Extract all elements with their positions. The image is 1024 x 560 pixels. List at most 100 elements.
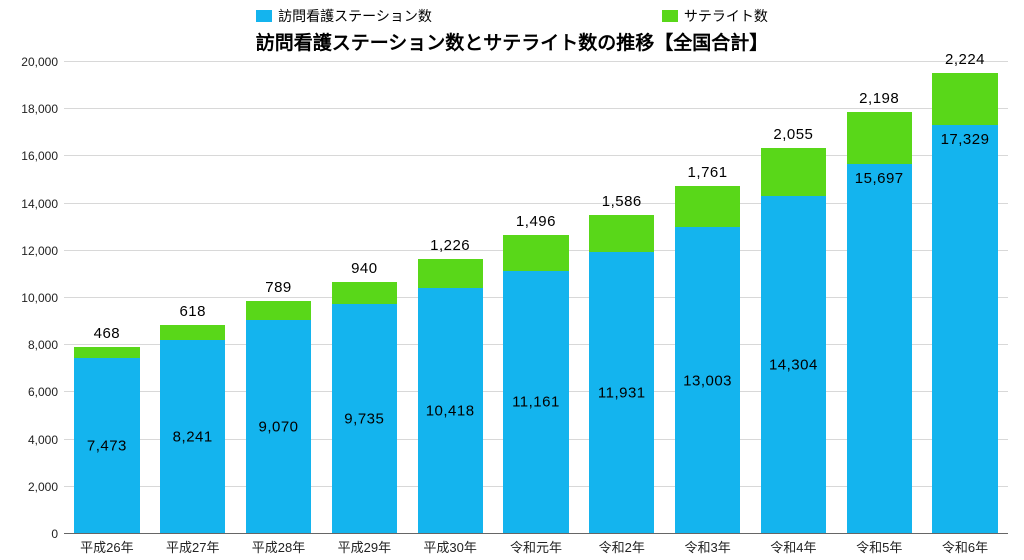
x-tick-label: 令和3年 — [665, 537, 751, 556]
bar-value-satellite: 1,226 — [430, 237, 470, 254]
bar-stack: 2,22417,329 — [932, 73, 997, 534]
bar-value-main: 15,697 — [855, 170, 904, 187]
bar-value-satellite: 1,496 — [516, 213, 556, 230]
x-tick-label: 令和4年 — [751, 537, 837, 556]
x-tick-label: 令和5年 — [836, 537, 922, 556]
bar-segment-satellite: 2,224 — [932, 73, 997, 125]
bar-value-main: 10,418 — [426, 403, 475, 420]
bar-stack: 618 8,241 — [160, 325, 225, 534]
bar-segment-main: 11,161 — [503, 271, 568, 534]
bar-stack: 468 7,473 — [74, 347, 139, 534]
bar-value-main: 14,304 — [769, 357, 818, 374]
legend: 訪問看護ステーション数 サテライト数 — [0, 6, 1024, 26]
x-tick-label: 平成28年 — [236, 537, 322, 556]
bar-value-main: 7,473 — [87, 437, 127, 454]
bar-slot: 1,496 11,161 — [493, 62, 579, 534]
bar-segment-main: 9,735 — [332, 304, 397, 534]
bar-value-main: 11,161 — [512, 394, 560, 411]
bar-segment-satellite: 468 — [74, 347, 139, 358]
bar-segment-main: 9,070 — [246, 320, 311, 534]
y-tick-label: 10,000 — [4, 291, 58, 305]
chart-title: 訪問看護ステーション数とサテライト数の推移【全国合計】 — [0, 28, 1024, 55]
bar-segment-satellite: 789 — [246, 301, 311, 320]
bar-segment-main: 17,329 — [932, 125, 997, 534]
x-tick-label: 令和2年 — [579, 537, 665, 556]
bar-slot: 940 9,735 — [321, 62, 407, 534]
y-axis: 02,0004,0006,0008,00010,00012,00014,0001… — [4, 62, 58, 534]
x-axis-labels: 平成26年平成27年平成28年平成29年平成30年令和元年令和2年令和3年令和4… — [64, 537, 1008, 556]
bar-stack: 2,055 14,304 — [761, 148, 826, 534]
bar-slot: 2,198 15,697 — [836, 62, 922, 534]
bar-stack: 1,226 10,418 — [418, 259, 483, 534]
bar-segment-satellite: 940 — [332, 282, 397, 304]
bar-segment-main: 15,697 — [847, 164, 912, 534]
bar-value-satellite: 468 — [94, 325, 121, 342]
bar-value-satellite: 2,055 — [773, 126, 813, 143]
y-tick-label: 0 — [4, 527, 58, 541]
y-tick-label: 18,000 — [4, 102, 58, 116]
bar-value-satellite: 1,586 — [602, 193, 642, 210]
bar-slot: 1,761 13,003 — [665, 62, 751, 534]
bar-slot: 1,586 11,931 — [579, 62, 665, 534]
bar-segment-satellite: 2,198 — [847, 112, 912, 164]
bar-value-satellite: 2,224 — [945, 51, 985, 68]
y-tick-label: 6,000 — [4, 385, 58, 399]
bar-segment-satellite: 1,586 — [589, 215, 654, 252]
bar-segment-satellite: 1,226 — [418, 259, 483, 288]
bar-segment-main: 13,003 — [675, 227, 740, 534]
chart-container: 訪問看護ステーション数 サテライト数 訪問看護ステーション数とサテライト数の推移… — [0, 0, 1024, 560]
y-tick-label: 4,000 — [4, 433, 58, 447]
bar-stack: 1,586 11,931 — [589, 215, 654, 534]
bar-segment-satellite: 618 — [160, 325, 225, 340]
y-tick-label: 8,000 — [4, 338, 58, 352]
bar-segment-main: 7,473 — [74, 358, 139, 534]
bar-value-satellite: 789 — [265, 279, 292, 296]
y-tick-label: 16,000 — [4, 149, 58, 163]
bar-segment-main: 11,931 — [589, 252, 654, 534]
legend-swatch-satellite — [662, 10, 678, 22]
x-tick-label: 平成30年 — [407, 537, 493, 556]
bar-stack: 1,496 11,161 — [503, 235, 568, 534]
x-axis-baseline — [64, 533, 1008, 534]
x-tick-label: 令和6年 — [922, 537, 1008, 556]
bar-value-main: 13,003 — [683, 372, 732, 389]
bar-value-main: 8,241 — [173, 428, 213, 445]
x-tick-label: 平成29年 — [321, 537, 407, 556]
bar-value-satellite: 940 — [351, 260, 378, 277]
legend-label-main: 訪問看護ステーション数 — [278, 6, 432, 26]
bar-slot: 2,22417,329 — [922, 62, 1008, 534]
bar-stack: 940 9,735 — [332, 282, 397, 534]
bar-segment-main: 14,304 — [761, 196, 826, 534]
legend-label-satellite: サテライト数 — [684, 6, 768, 26]
legend-item-main: 訪問看護ステーション数 — [256, 6, 432, 26]
bar-segment-satellite: 1,496 — [503, 235, 568, 270]
bar-stack: 1,761 13,003 — [675, 186, 740, 534]
bar-value-satellite: 2,198 — [859, 90, 899, 107]
x-tick-label: 平成27年 — [150, 537, 236, 556]
legend-item-satellite: サテライト数 — [662, 6, 768, 26]
bar-slot: 618 8,241 — [150, 62, 236, 534]
x-tick-label: 令和元年 — [493, 537, 579, 556]
bar-value-main: 11,931 — [598, 385, 646, 402]
bar-stack: 2,198 15,697 — [847, 112, 912, 534]
y-tick-label: 2,000 — [4, 480, 58, 494]
y-tick-label: 20,000 — [4, 55, 58, 69]
bar-value-main: 9,070 — [258, 418, 298, 435]
bar-value-satellite: 1,761 — [688, 164, 728, 181]
legend-swatch-main — [256, 10, 272, 22]
bar-segment-satellite: 2,055 — [761, 148, 826, 196]
bar-segment-main: 10,418 — [418, 288, 483, 534]
bars-group: 468 7,473 618 8,241 789 9,070 940 9,735 1,226 10,… — [64, 62, 1008, 534]
bar-segment-satellite: 1,761 — [675, 186, 740, 228]
y-tick-label: 12,000 — [4, 244, 58, 258]
bar-slot: 2,055 14,304 — [751, 62, 837, 534]
bar-value-main: 9,735 — [344, 411, 384, 428]
bar-slot: 468 7,473 — [64, 62, 150, 534]
bar-slot: 789 9,070 — [236, 62, 322, 534]
bar-slot: 1,226 10,418 — [407, 62, 493, 534]
bar-value-satellite: 618 — [179, 303, 206, 320]
bar-stack: 789 9,070 — [246, 301, 311, 534]
y-tick-label: 14,000 — [4, 197, 58, 211]
bar-segment-main: 8,241 — [160, 340, 225, 534]
x-tick-label: 平成26年 — [64, 537, 150, 556]
